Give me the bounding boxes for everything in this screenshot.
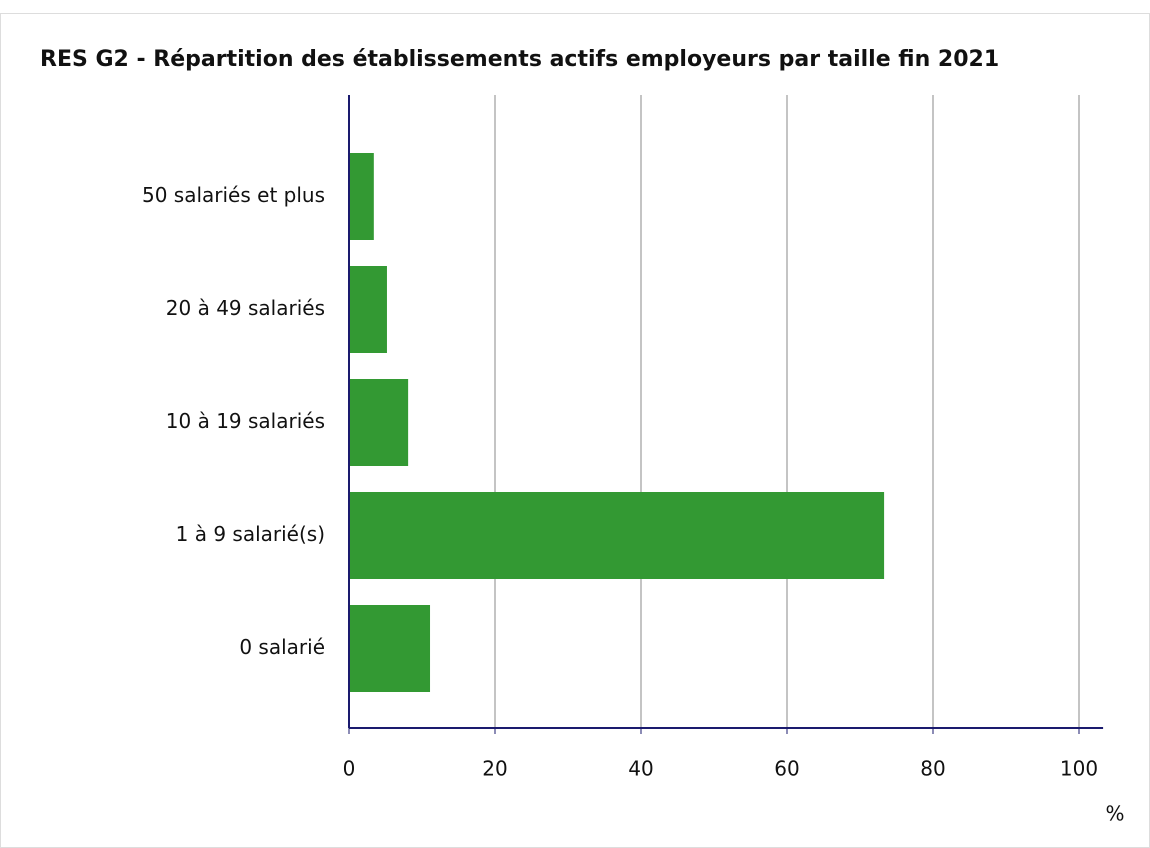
- y-tick-label: 1 à 9 salarié(s): [176, 522, 325, 546]
- bar: [349, 153, 374, 240]
- x-tick-label: 20: [482, 757, 507, 781]
- card: [0, 13, 1150, 848]
- x-tick-label: 40: [628, 757, 653, 781]
- bar: [349, 379, 409, 466]
- bar: [349, 266, 387, 353]
- y-tick-label: 50 salariés et plus: [142, 183, 325, 207]
- x-tick-label: 60: [774, 757, 799, 781]
- chart-title: RES G2 - Répartition des établissements …: [40, 47, 999, 72]
- x-tick-label: 100: [1060, 757, 1098, 781]
- bar: [349, 605, 431, 692]
- y-tick-label: 20 à 49 salariés: [166, 296, 325, 320]
- x-axis-label: %: [1105, 802, 1124, 826]
- y-tick-label: 0 salarié: [239, 635, 325, 659]
- x-tick-label: 0: [343, 757, 356, 781]
- x-tick-label: 80: [920, 757, 945, 781]
- y-tick-label: 10 à 19 salariés: [166, 409, 325, 433]
- bar: [349, 492, 885, 579]
